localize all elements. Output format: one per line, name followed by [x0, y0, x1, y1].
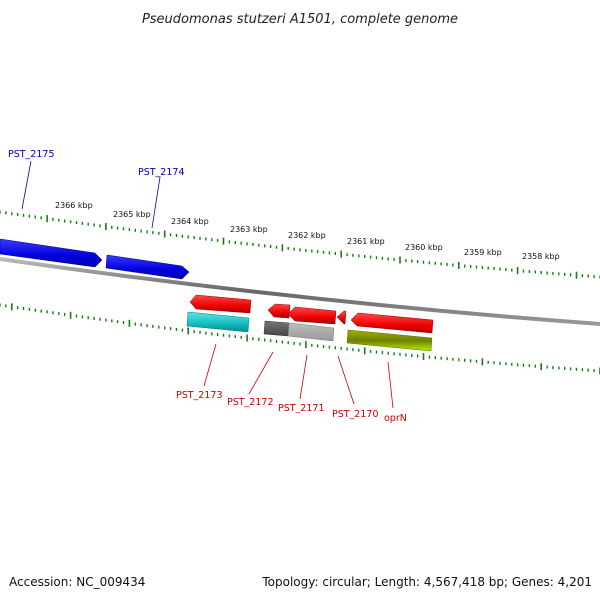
gene-arrow-red[interactable] — [336, 310, 347, 325]
gene-arrow-red[interactable] — [287, 306, 337, 325]
scale-label: 2361 kbp — [347, 237, 385, 246]
scale-labels: 2366 kbp 2365 kbp 2364 kbp 2363 kbp 2362… — [55, 201, 560, 261]
gene-PST_2172[interactable] — [263, 320, 290, 337]
topology-text: Topology: circular; Length: 4,567,418 bp… — [261, 575, 592, 589]
page-title: Pseudomonas stutzeri A1501, complete gen… — [142, 12, 458, 27]
gene-label-PST_2170[interactable]: PST_2170 — [332, 409, 379, 420]
gene-arrow-red[interactable] — [267, 303, 291, 319]
gene-arrow-red[interactable] — [189, 294, 252, 314]
scale-label: 2363 kbp — [230, 225, 268, 234]
scale-ticks-upper — [0, 210, 600, 279]
top-gene-labels: PST_2175 PST_2174 — [8, 149, 185, 229]
scale-label: 2362 kbp — [288, 231, 326, 240]
leader-line — [21, 160, 32, 210]
top-strand-genes — [0, 238, 190, 280]
leader-line — [299, 354, 308, 400]
gene-label-PST_2172[interactable]: PST_2172 — [227, 397, 274, 408]
gene-label-PST_2173[interactable]: PST_2173 — [176, 390, 223, 401]
gene-label-PST_2175[interactable]: PST_2175 — [8, 149, 55, 160]
gene-arrow-red[interactable] — [350, 312, 434, 334]
genome-backbone — [0, 257, 600, 326]
scale-label: 2358 kbp — [522, 252, 560, 261]
gene-oprN[interactable] — [346, 329, 433, 352]
gene-PST_2175[interactable] — [0, 238, 103, 268]
leader-line — [387, 361, 394, 409]
scale-label: 2366 kbp — [55, 201, 93, 210]
leader-line — [248, 351, 274, 395]
gene-PST_2173[interactable] — [186, 311, 250, 333]
leader-line — [203, 343, 217, 387]
accession-text: Accession: NC_009434 — [9, 575, 145, 589]
bottom-gene-labels: PST_2173 PST_2172 PST_2171 PST_2170 oprN — [176, 343, 407, 424]
bottom-strand-genes — [186, 294, 434, 352]
gene-PST_2174[interactable] — [105, 254, 190, 280]
gene-label-PST_2171[interactable]: PST_2171 — [278, 403, 325, 414]
scale-label: 2359 kbp — [464, 248, 502, 257]
gene-label-oprN[interactable]: oprN — [384, 413, 407, 424]
gene-label-PST_2174[interactable]: PST_2174 — [138, 167, 185, 178]
leader-line — [151, 176, 161, 229]
scale-label: 2365 kbp — [113, 210, 151, 219]
gene-PST_2171[interactable] — [287, 322, 335, 342]
scale-label: 2364 kbp — [171, 217, 209, 226]
scale-ticks-lower — [0, 303, 600, 375]
leader-line — [337, 355, 355, 405]
scale-label: 2360 kbp — [405, 243, 443, 252]
